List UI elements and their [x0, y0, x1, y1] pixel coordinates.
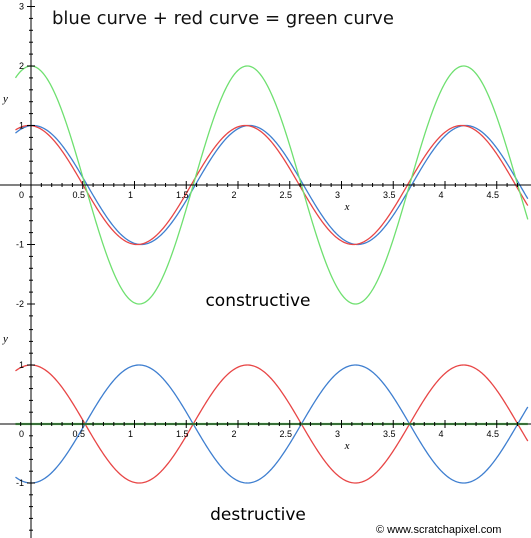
axes-layer: 0 0.5 1 1.5 2 2.5 3 3.5 4 4.5 -1 1 x y [0, 326, 531, 538]
x-tick-label: 3 [335, 190, 340, 200]
x-tick-label: 0 [19, 429, 24, 439]
x-tick-label: 0 [19, 190, 24, 200]
x-tick-label: 2 [231, 429, 236, 439]
x-tick-label: 4 [438, 190, 443, 200]
y-axis-label: y [2, 93, 8, 105]
x-tick-label: 2 [231, 190, 236, 200]
x-tick-label: 2.5 [279, 190, 292, 200]
x-tick-label: 1.5 [176, 429, 189, 439]
x-tick-label: 0.5 [72, 190, 85, 200]
y-axis-label: y [2, 333, 8, 345]
destructive-caption: destructive [210, 505, 306, 525]
x-tick-label: 3.5 [383, 190, 396, 200]
x-tick-label: 0.5 [72, 429, 85, 439]
series-green-line [14, 65, 529, 305]
x-tick-label: 3 [335, 429, 340, 439]
x-tick-label: 1 [128, 429, 133, 439]
x-tick-label: 1.5 [176, 190, 189, 200]
y-tick-label: 1 [19, 360, 24, 370]
x-tick-label: 4 [438, 429, 443, 439]
series-red-line [15, 364, 529, 484]
series-red-line [15, 124, 529, 246]
x-tick-label: 4.5 [486, 429, 499, 439]
y-tick-label: 2 [19, 61, 24, 71]
constructive-caption: constructive [205, 291, 310, 311]
series-layer [14, 65, 529, 305]
x-tick-label: 1 [128, 190, 133, 200]
series-blue-line [15, 124, 529, 246]
x-tick-label: 2.5 [279, 429, 292, 439]
destructive-panel: 0 0.5 1 1.5 2 2.5 3 3.5 4 4.5 -1 1 x y destructive [0, 326, 531, 538]
x-tick-label: 4.5 [486, 190, 499, 200]
y-tick-label: 3 [19, 2, 24, 12]
copyright-text: © www.scratchapixel.com [376, 524, 501, 536]
series-blue-line [15, 364, 529, 484]
y-tick-label: -2 [16, 299, 24, 309]
y-tick-label: -1 [16, 478, 24, 488]
x-tick-label: 3.5 [383, 429, 396, 439]
figure-title: blue curve + red curve = green curve [52, 8, 394, 29]
y-tick-label: -1 [16, 240, 24, 250]
x-axis-label: x [344, 201, 350, 213]
y-tick-label: 1 [19, 121, 24, 131]
x-axis-label: x [344, 440, 350, 452]
